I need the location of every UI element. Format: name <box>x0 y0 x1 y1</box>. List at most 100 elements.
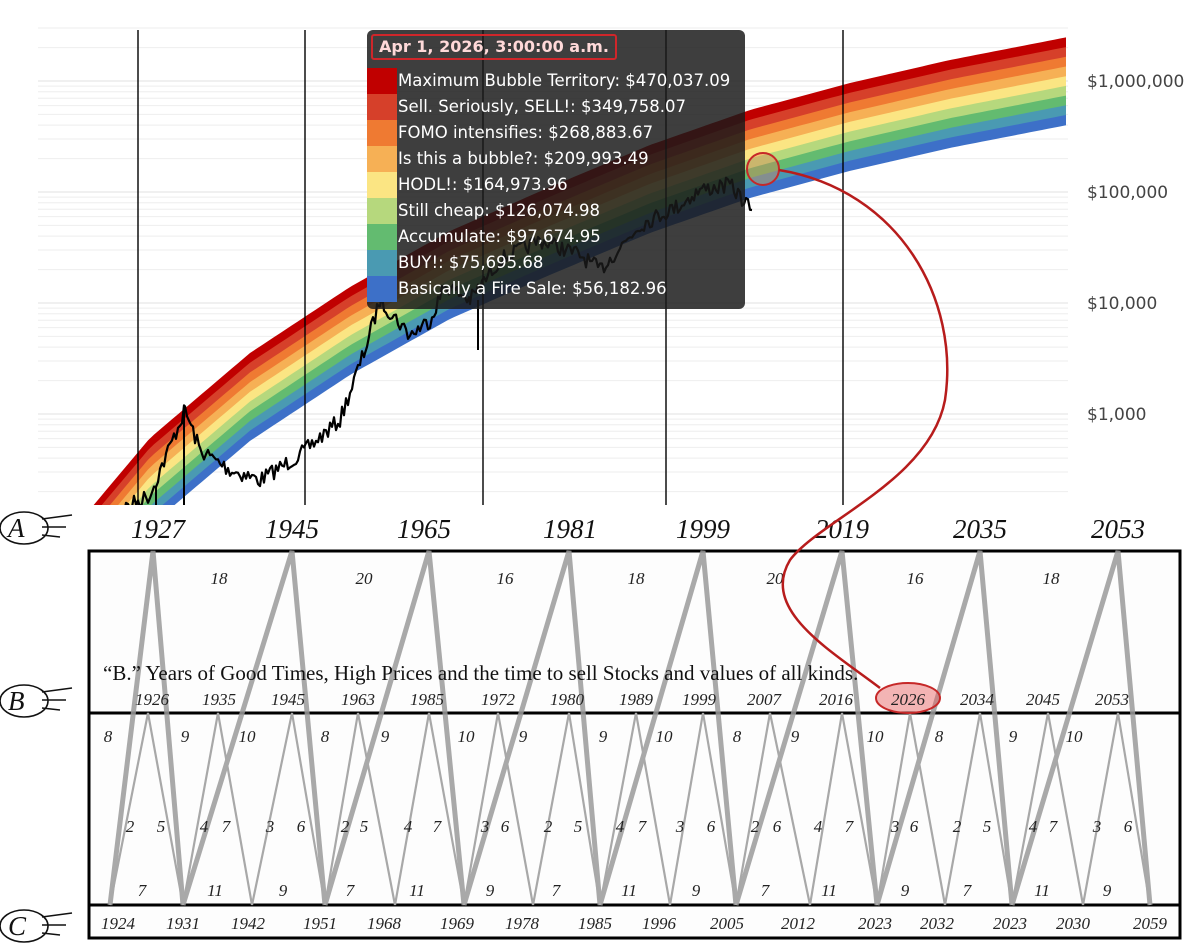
hand-icon <box>0 511 49 545</box>
row-b-year: 1980 <box>550 690 585 709</box>
mid-interval-label: 4 <box>616 817 625 836</box>
row-a-year: 1999 <box>676 514 731 544</box>
tooltip-row-text: Accumulate: $97,674.95 <box>398 227 601 246</box>
row-c-year: 1924 <box>101 914 136 933</box>
chart-tooltip: Apr 1, 2026, 3:00:00 a.m. Maximum Bubble… <box>367 30 745 309</box>
mid-interval-label: 6 <box>773 817 782 836</box>
row-b-year: 2045 <box>1026 690 1060 709</box>
b-cycle-peak <box>393 712 466 906</box>
row-b-year: 2026 <box>891 690 926 709</box>
row-b-year: 2016 <box>819 690 854 709</box>
row-label-b: B <box>0 684 73 718</box>
row-c-year: 1978 <box>505 914 540 933</box>
row-a-year: 2035 <box>953 514 1007 544</box>
row-c-year: 1931 <box>166 914 200 933</box>
mid-interval-label: 3 <box>675 817 685 836</box>
mid-interval-label: 4 <box>200 817 209 836</box>
row-c-year: 2059 <box>1133 914 1168 933</box>
bottom-interval-label: 7 <box>761 881 771 900</box>
row-label-c: C <box>0 909 73 943</box>
bottom-interval-label: 9 <box>279 881 288 900</box>
tooltip-row: Accumulate: $97,674.95 <box>367 224 745 250</box>
bottom-interval-label: 9 <box>901 881 910 900</box>
top-interval-label: 9 <box>599 727 608 746</box>
tooltip-row: Maximum Bubble Territory: $470,037.09 <box>367 68 745 94</box>
mid-interval-label: 7 <box>638 817 648 836</box>
row-b-year: 2034 <box>960 690 995 709</box>
row-letter: C <box>8 911 27 941</box>
bottom-interval-label: 11 <box>207 881 223 900</box>
tooltip-row-text: Still cheap: $126,074.98 <box>398 201 600 220</box>
row-c-year: 1942 <box>231 914 266 933</box>
y-tick-label: $1,000,000 <box>1087 72 1184 92</box>
tooltip-swatch <box>367 146 397 172</box>
hand-icon <box>0 684 49 718</box>
top-interval-label: 10 <box>458 727 476 746</box>
tooltip-row: Still cheap: $126,074.98 <box>367 198 745 224</box>
row-a-year: 1981 <box>543 514 597 544</box>
mid-interval-label: 5 <box>360 817 369 836</box>
tooltip-row: Sell. Seriously, SELL!: $349,758.07 <box>367 94 745 120</box>
tooltip-swatch <box>367 94 397 120</box>
y-tick-label: $1,000 <box>1087 405 1146 425</box>
b-cycle-peak <box>1010 712 1085 906</box>
tooltip-row-text: Basically a Fire Sale: $56,182.96 <box>398 279 667 298</box>
mid-interval-label: 4 <box>1029 817 1038 836</box>
top-interval-label: 8 <box>321 727 330 746</box>
tooltip-date: Apr 1, 2026, 3:00:00 a.m. <box>371 34 617 60</box>
mid-interval-label: 7 <box>433 817 443 836</box>
mid-interval-label: 3 <box>265 817 275 836</box>
row-b-year: 1926 <box>135 690 170 709</box>
bottom-interval-label: 7 <box>346 881 356 900</box>
tooltip-swatch <box>367 224 397 250</box>
row-a-year: 2019 <box>815 514 870 544</box>
row-a-interval: 18 <box>628 569 646 588</box>
tooltip-swatch <box>367 68 397 94</box>
row-b-year: 1999 <box>682 690 717 709</box>
row-a-interval: 20 <box>767 569 785 588</box>
mid-interval-label: 3 <box>1092 817 1102 836</box>
finger-icon <box>41 687 73 711</box>
top-interval-label: 10 <box>867 727 885 746</box>
row-a-interval: 20 <box>356 569 374 588</box>
mid-interval-label: 4 <box>404 817 413 836</box>
bottom-interval-label: 11 <box>1034 881 1050 900</box>
mid-interval-label: 2 <box>544 817 553 836</box>
b-cycle-peak <box>1081 712 1152 906</box>
row-b-year: 2007 <box>747 690 783 709</box>
row-b-year: 1963 <box>341 690 375 709</box>
bottom-interval-label: 7 <box>552 881 562 900</box>
row-a-year: 1927 <box>131 514 187 544</box>
b-cycle-peak <box>668 712 738 906</box>
row-a-year: 1965 <box>397 514 451 544</box>
b-cycle-peak <box>323 712 397 906</box>
mid-interval-label: 6 <box>1124 817 1133 836</box>
y-tick-label: $100,000 <box>1087 183 1168 203</box>
top-interval-label: 8 <box>935 727 944 746</box>
top-interval-label: 10 <box>239 727 257 746</box>
mid-interval-label: 5 <box>983 817 992 836</box>
row-letter: A <box>6 513 25 543</box>
mid-interval-label: 2 <box>341 817 350 836</box>
mid-interval-label: 2 <box>751 817 760 836</box>
row-a-interval: 18 <box>1043 569 1061 588</box>
bottom-interval-label: 9 <box>692 881 701 900</box>
row-b-year: 1985 <box>410 690 444 709</box>
row-b-year: 1989 <box>619 690 654 709</box>
row-c-year: 1968 <box>367 914 402 933</box>
bottom-interval-label: 11 <box>821 881 837 900</box>
b-cycle-peak <box>598 712 672 906</box>
row-a-year: 2053 <box>1091 514 1145 544</box>
top-interval-label: 10 <box>656 727 674 746</box>
b-cycle-peak <box>108 712 185 906</box>
mid-interval-label: 3 <box>480 817 490 836</box>
row-c-year: 2005 <box>710 914 744 933</box>
row-c-year: 2030 <box>1056 914 1091 933</box>
top-interval-label: 9 <box>181 727 190 746</box>
mid-interval-label: 3 <box>890 817 900 836</box>
row-c-year: 1985 <box>578 914 612 933</box>
row-letter: B <box>8 686 25 716</box>
mid-interval-label: 7 <box>845 817 855 836</box>
row-b-year: 1935 <box>202 690 236 709</box>
